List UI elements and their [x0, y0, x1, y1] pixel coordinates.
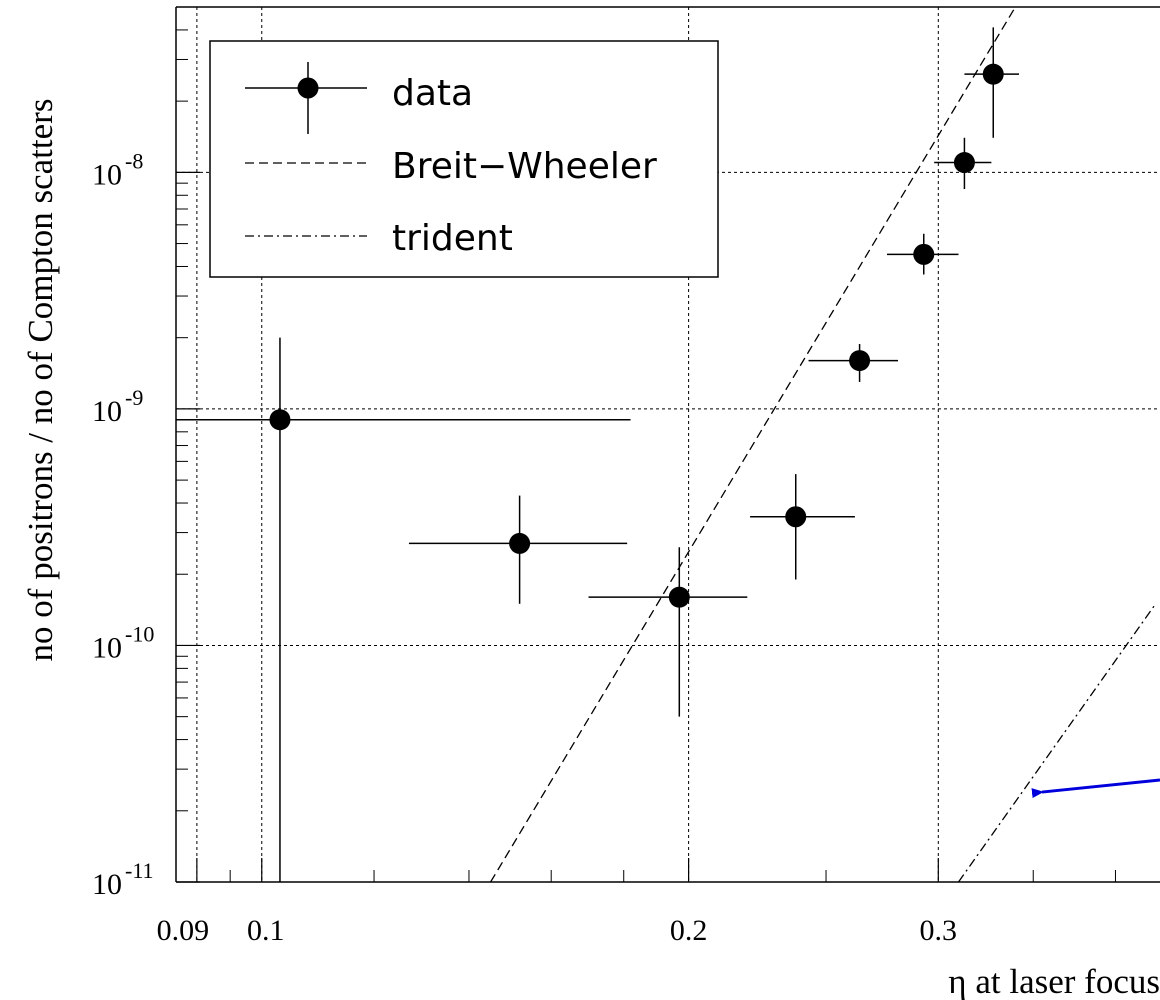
data-point — [849, 350, 871, 372]
y-tick-label-exponent: -9 — [125, 385, 143, 410]
legend: data Breit−Wheeler trident — [209, 40, 719, 278]
legend-label-data: data — [392, 73, 473, 114]
series-line-1 — [490, 6, 1016, 882]
legend-box — [209, 40, 719, 278]
x-tick-label: 0.3 — [920, 914, 958, 947]
legend-label-trident: trident — [392, 218, 513, 259]
y-tick-label-base: 10 — [92, 395, 122, 428]
legend-data-marker — [297, 77, 319, 99]
x-tick-label: 0.2 — [670, 914, 708, 947]
y-tick-label-exponent: -10 — [125, 621, 154, 646]
x-tick-labels: 0.09 0.1 0.2 0.3 — [157, 914, 957, 947]
annotation-arrow — [1031, 778, 1160, 799]
y-tick-label-base: 10 — [92, 631, 122, 664]
x-axis-label: η at laser focus — [948, 962, 1160, 1000]
y-tick-label-exponent: -11 — [125, 858, 154, 883]
annotation-layer — [1031, 778, 1160, 799]
data-point — [913, 243, 935, 265]
data-point — [668, 586, 690, 608]
data-point — [785, 506, 807, 528]
data-points — [176, 27, 1019, 882]
y-tick-label-exponent: -8 — [125, 148, 143, 173]
model-lines — [490, 6, 1157, 882]
y-tick-label-base: 10 — [92, 868, 122, 901]
x-tick-label: 0.1 — [247, 914, 285, 947]
x-tick-label: 0.09 — [157, 914, 210, 947]
y-axis-label: no of positrons / no of Compton scatters — [21, 99, 60, 662]
y-tick-label-base: 10 — [92, 158, 122, 191]
legend-label-breit-wheeler: Breit−Wheeler — [392, 146, 657, 187]
data-point — [982, 63, 1004, 85]
data-point — [509, 532, 531, 554]
data-point — [953, 152, 975, 174]
data-point — [269, 409, 291, 431]
